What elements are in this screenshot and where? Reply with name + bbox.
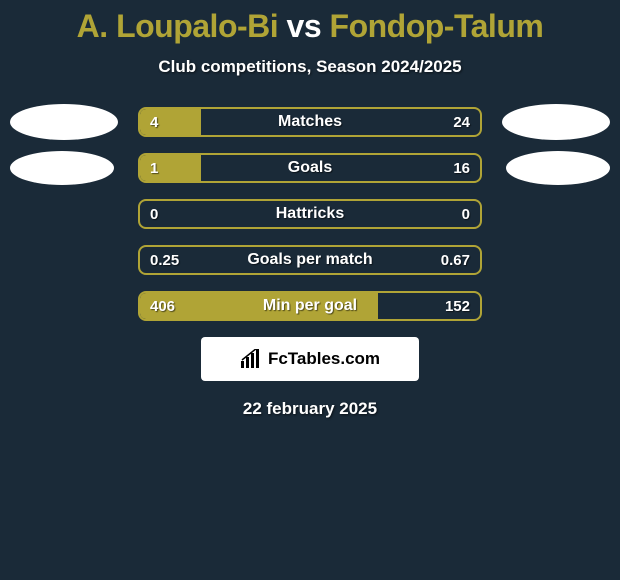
stat-row: 0Hattricks0 — [0, 199, 620, 229]
stat-bar: 406Min per goal152 — [138, 291, 482, 321]
stat-bar: 0Hattricks0 — [138, 199, 482, 229]
player1-avatar — [10, 104, 118, 140]
stat-label: Matches — [140, 109, 480, 135]
subtitle: Club competitions, Season 2024/2025 — [0, 57, 620, 77]
player1-avatar — [10, 151, 114, 185]
stat-row: 406Min per goal152 — [0, 291, 620, 321]
stat-value-right: 152 — [445, 293, 470, 319]
stat-label: Min per goal — [140, 293, 480, 319]
comparison-bars: 4Matches24 1Goals16 0Hattricks0 0.25Goals p… — [0, 107, 620, 321]
stat-value-right: 24 — [453, 109, 470, 135]
stat-bar: 0.25Goals per match0.67 — [138, 245, 482, 275]
vs-text: vs — [287, 8, 322, 44]
stat-bar: 4Matches24 — [138, 107, 482, 137]
bar-chart-icon — [240, 349, 262, 369]
player1-name: A. Loupalo-Bi — [77, 8, 278, 44]
page-title: A. Loupalo-Bi vs Fondop-Talum — [0, 8, 620, 45]
player2-avatar — [502, 104, 610, 140]
stat-value-right: 16 — [453, 155, 470, 181]
stat-label: Goals — [140, 155, 480, 181]
stat-row: 0.25Goals per match0.67 — [0, 245, 620, 275]
stat-row: 1Goals16 — [0, 153, 620, 183]
player2-name: Fondop-Talum — [330, 8, 544, 44]
stat-row: 4Matches24 — [0, 107, 620, 137]
stat-label: Hattricks — [140, 201, 480, 227]
stat-label: Goals per match — [140, 247, 480, 273]
stat-value-right: 0.67 — [441, 247, 470, 273]
logo-text: FcTables.com — [268, 349, 380, 369]
stat-value-right: 0 — [462, 201, 470, 227]
site-logo: FcTables.com — [201, 337, 419, 381]
stat-bar: 1Goals16 — [138, 153, 482, 183]
player2-avatar — [506, 151, 610, 185]
date-text: 22 february 2025 — [0, 399, 620, 419]
